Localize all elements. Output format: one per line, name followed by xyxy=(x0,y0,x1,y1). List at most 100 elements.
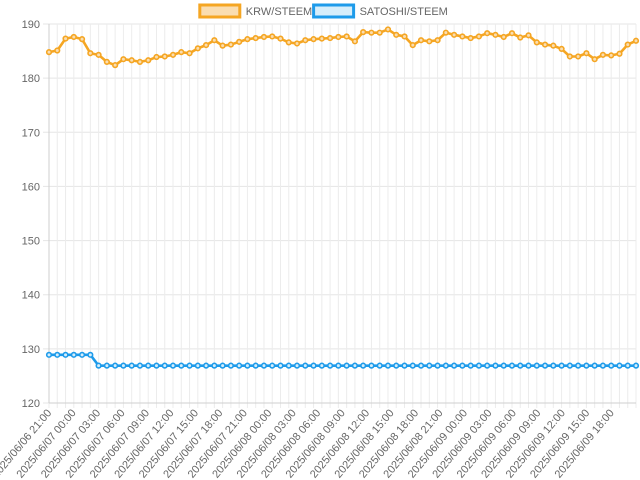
data-point xyxy=(599,51,607,58)
data-point xyxy=(87,50,94,57)
data-point xyxy=(426,38,433,45)
data-point xyxy=(194,362,201,369)
series-lines xyxy=(45,26,640,369)
legend-swatch-0 xyxy=(198,3,242,19)
data-point xyxy=(95,51,102,58)
data-point xyxy=(583,50,590,57)
data-point xyxy=(318,35,325,42)
y-tick-label: 130 xyxy=(22,344,40,356)
data-point xyxy=(103,362,110,369)
data-point xyxy=(426,362,433,369)
data-point xyxy=(103,58,110,66)
data-point xyxy=(417,362,425,369)
data-point xyxy=(475,33,483,40)
data-point xyxy=(459,362,466,369)
data-point xyxy=(384,362,392,369)
data-point xyxy=(608,362,615,369)
data-point xyxy=(451,362,458,369)
data-point xyxy=(269,362,276,369)
data-point xyxy=(351,362,359,369)
data-point xyxy=(558,362,565,369)
data-point xyxy=(169,51,177,58)
data-point xyxy=(591,56,598,63)
data-point xyxy=(120,56,127,63)
data-point xyxy=(624,41,631,48)
data-point xyxy=(202,42,210,49)
data-point xyxy=(343,33,350,40)
data-point xyxy=(550,42,557,49)
data-point xyxy=(45,351,53,358)
y-tick-label: 160 xyxy=(22,181,40,193)
data-point xyxy=(517,362,524,369)
data-point xyxy=(260,33,268,41)
data-point xyxy=(293,362,301,369)
data-point xyxy=(351,38,359,45)
y-tick-label: 120 xyxy=(22,398,40,410)
data-point xyxy=(459,33,466,40)
data-point xyxy=(401,33,408,40)
data-point xyxy=(575,53,582,60)
grid-lines xyxy=(43,23,637,408)
data-point xyxy=(244,362,251,369)
data-point xyxy=(161,362,168,369)
data-point xyxy=(78,36,86,43)
data-point xyxy=(153,362,160,369)
data-point xyxy=(54,47,61,54)
data-point xyxy=(178,362,185,369)
data-point xyxy=(360,362,367,369)
data-point xyxy=(236,38,243,45)
data-point xyxy=(252,34,259,42)
y-tick-label: 150 xyxy=(22,236,40,248)
data-point xyxy=(227,362,234,369)
data-point xyxy=(484,30,491,37)
y-tick-label: 190 xyxy=(22,19,40,31)
data-point xyxy=(632,37,640,44)
data-point xyxy=(451,31,458,38)
data-point xyxy=(112,62,119,69)
data-point xyxy=(541,41,549,48)
data-point xyxy=(533,39,540,46)
data-point xyxy=(95,362,102,369)
data-point xyxy=(128,362,135,369)
data-point xyxy=(434,362,441,369)
data-point xyxy=(87,351,94,358)
legend-label-1: SATOSHI/STEEM xyxy=(360,6,448,18)
data-point xyxy=(360,29,367,36)
data-point xyxy=(442,362,449,369)
data-point xyxy=(558,45,565,53)
data-point xyxy=(227,41,234,48)
data-point xyxy=(566,53,573,60)
data-point xyxy=(277,362,284,369)
data-point xyxy=(136,58,144,66)
data-point xyxy=(484,362,491,369)
data-point xyxy=(517,34,524,41)
data-point xyxy=(178,49,185,56)
data-point xyxy=(393,362,400,369)
data-point xyxy=(219,42,226,49)
data-point xyxy=(384,26,392,33)
data-point xyxy=(78,351,86,358)
series-line-1 xyxy=(49,353,636,367)
data-point xyxy=(236,362,243,369)
data-point xyxy=(335,362,342,369)
data-point xyxy=(211,362,218,369)
data-point xyxy=(368,362,375,369)
data-point xyxy=(54,351,61,358)
data-point xyxy=(624,362,631,369)
data-point xyxy=(401,362,408,369)
data-point xyxy=(326,362,334,369)
data-point xyxy=(500,33,507,41)
data-point xyxy=(260,362,268,369)
data-point xyxy=(533,362,540,369)
data-point xyxy=(376,29,383,36)
data-point xyxy=(219,362,226,369)
data-point xyxy=(112,362,119,369)
legend-label-0: KRW/STEEM xyxy=(246,6,312,18)
data-point xyxy=(632,362,640,369)
data-point xyxy=(508,30,516,37)
data-point xyxy=(310,362,317,369)
data-point xyxy=(376,362,383,369)
data-point xyxy=(244,36,251,43)
data-point xyxy=(194,45,201,52)
